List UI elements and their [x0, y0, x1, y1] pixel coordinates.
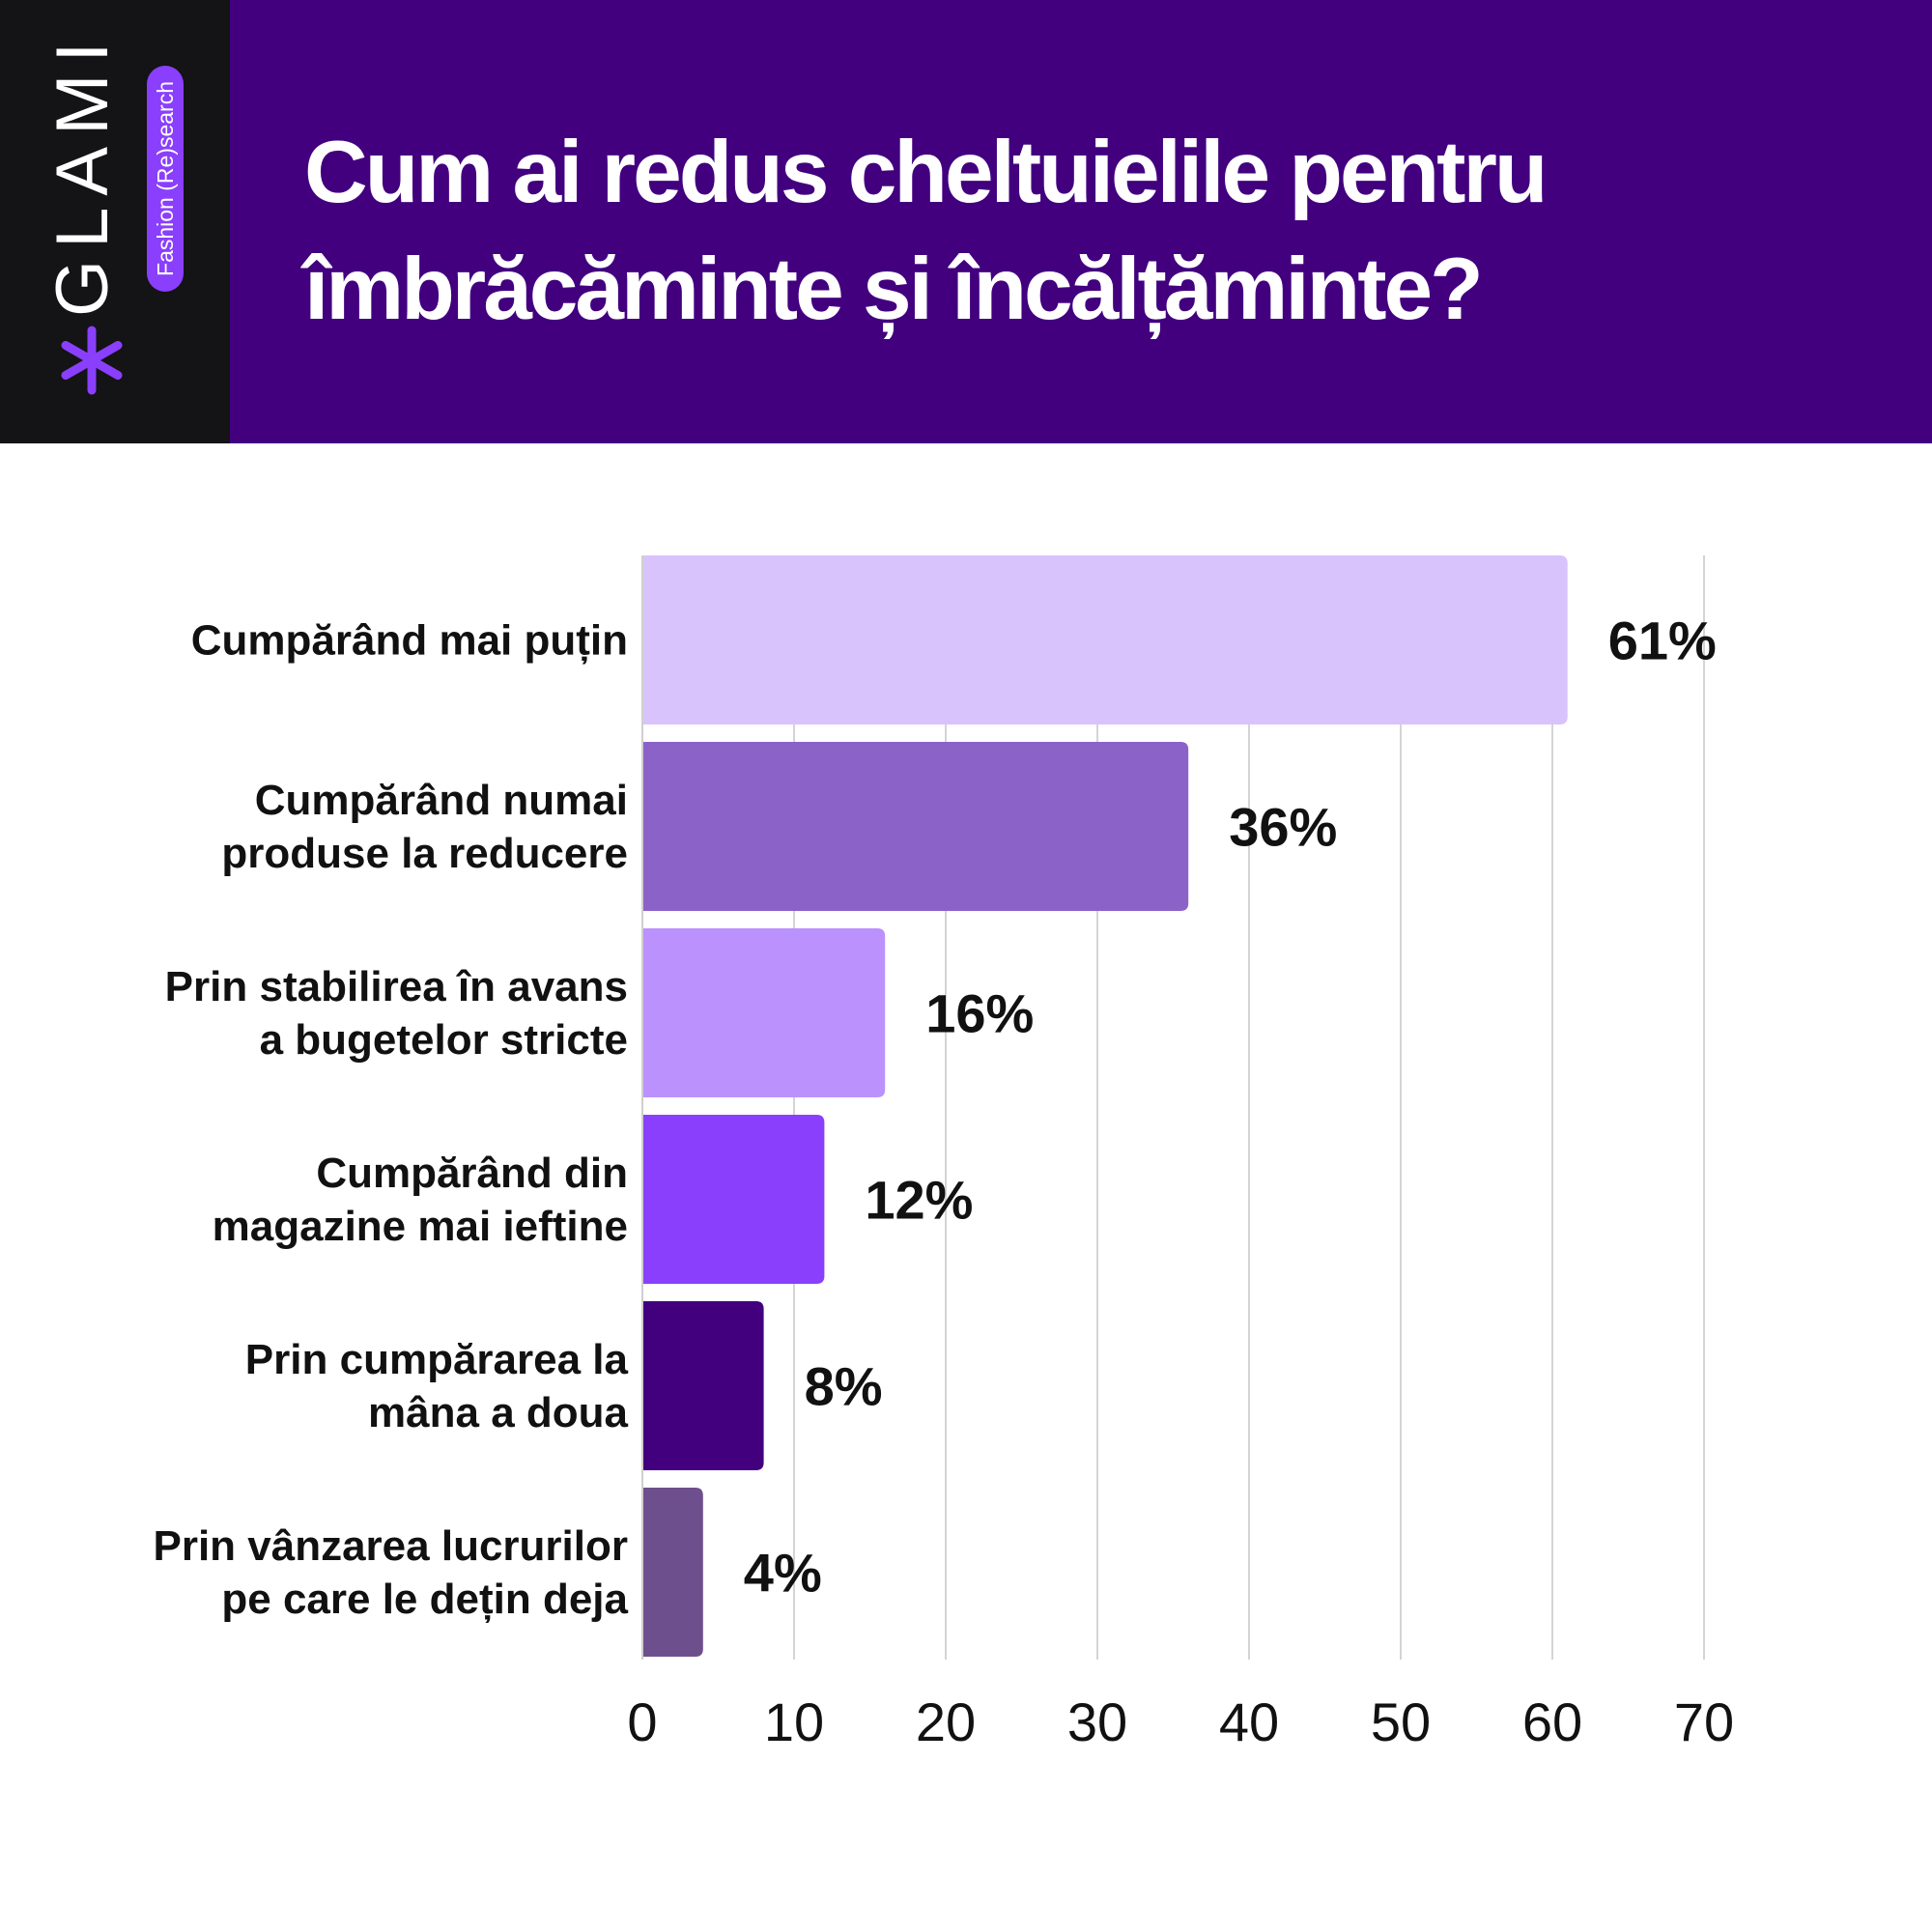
data-label: 16%	[925, 983, 1034, 1044]
page-title: Cum ai redus cheltuielile pentru îmbrăcă…	[304, 124, 1548, 338]
x-tick-label: 10	[764, 1691, 824, 1752]
bar	[642, 1115, 825, 1284]
bar	[642, 928, 886, 1097]
bar	[642, 1301, 764, 1470]
bar	[642, 742, 1189, 911]
x-tick-label: 50	[1371, 1691, 1431, 1752]
data-label: 4%	[744, 1543, 822, 1604]
x-tick-label: 30	[1067, 1691, 1127, 1752]
x-tick-label: 60	[1522, 1691, 1582, 1752]
bar	[642, 555, 1568, 724]
asterisk-icon	[61, 326, 123, 395]
x-tick-label: 40	[1219, 1691, 1279, 1752]
bar-chart: 0 10 20 30 40 50 60 70 61% Cumpărând mai puțin 36%…	[153, 555, 1734, 1752]
category-label: Prin vânzarea lucrurilor pe care le dețin…	[153, 1522, 628, 1623]
category-label: Prin cumpărarea la mâna a doua	[245, 1336, 629, 1436]
category-label: Cumpărând din magazine mai ieftine	[213, 1150, 628, 1250]
data-label: 12%	[865, 1170, 973, 1231]
data-label: 36%	[1229, 797, 1337, 858]
brand-name: GLAMI	[42, 30, 124, 318]
category-label: Prin stabilirea în avans a bugetelor stri…	[165, 963, 628, 1064]
brand-sidebar: GLAMI Fashion (Re)search	[0, 0, 230, 443]
brand-tagline: Fashion (Re)search	[147, 66, 184, 292]
header-band	[230, 0, 1932, 443]
bar	[642, 1488, 703, 1657]
x-tick-label: 0	[627, 1691, 657, 1752]
category-label: Cumpărând mai puțin	[191, 617, 628, 665]
x-tick-label: 20	[916, 1691, 976, 1752]
category-label: Cumpărând numai produse la reducere	[221, 777, 628, 877]
data-label: 8%	[805, 1356, 883, 1417]
x-tick-label: 70	[1674, 1691, 1734, 1752]
data-label: 61%	[1608, 611, 1717, 671]
